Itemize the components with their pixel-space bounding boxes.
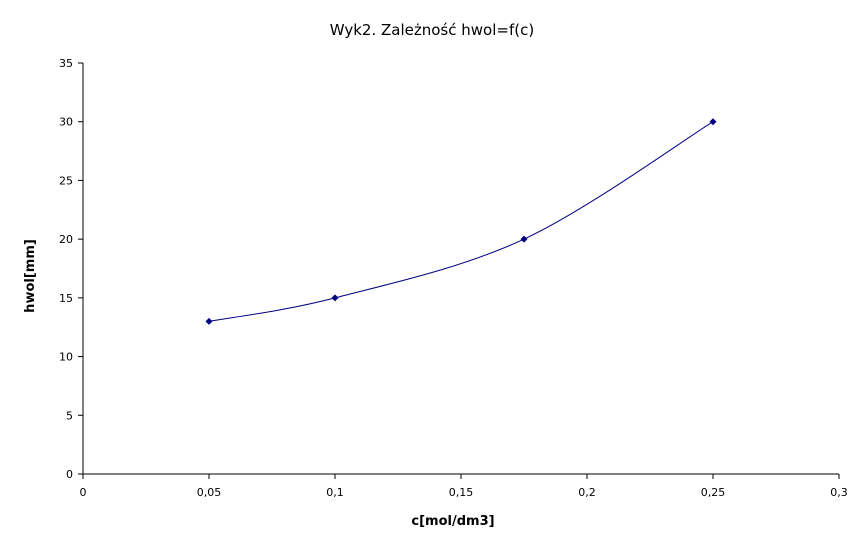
- data-point: [331, 294, 339, 302]
- y-tick-label: 15: [59, 292, 73, 305]
- x-tick-label: 0,1: [326, 486, 344, 499]
- data-point: [205, 317, 213, 325]
- plot-area: 0 5 10 15 20 25 30 35 0 0,05 0,1 0,15 0,2 0,25 0,3: [59, 57, 848, 499]
- x-tick-label: 0,3: [830, 486, 848, 499]
- y-tick-label: 30: [59, 116, 73, 129]
- x-tick-label: 0,25: [701, 486, 726, 499]
- y-tick-label: 0: [66, 468, 73, 481]
- x-tick-label: 0: [80, 486, 87, 499]
- y-tick-label: 5: [66, 409, 73, 422]
- y-tick-label: 35: [59, 57, 73, 70]
- y-axis-title: hwol[mm]: [23, 239, 38, 313]
- x-tick-label: 0,2: [578, 486, 596, 499]
- data-point: [520, 235, 528, 243]
- y-tick-label: 10: [59, 351, 73, 364]
- x-tick-label: 0,15: [449, 486, 474, 499]
- x-axis-title: c[mol/dm3]: [411, 514, 494, 529]
- data-point: [709, 118, 717, 126]
- series-line: [208, 121, 714, 322]
- chart-title: Wyk2. Zależność hwol=f(c): [330, 21, 534, 39]
- y-tick-label: 25: [59, 174, 73, 187]
- y-tick-label: 20: [59, 233, 73, 246]
- x-tick-label: 0,05: [197, 486, 222, 499]
